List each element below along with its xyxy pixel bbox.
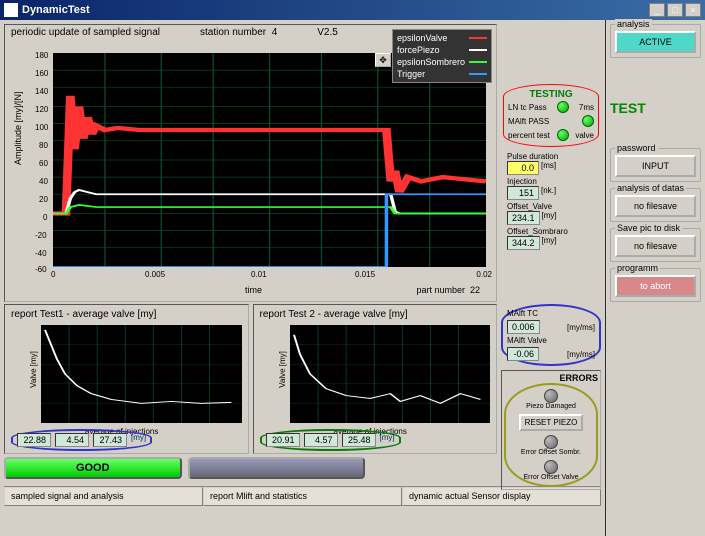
app-icon — [4, 3, 18, 17]
programm-label: programm — [615, 263, 660, 273]
minimize-button[interactable]: _ — [649, 3, 665, 17]
zoom-tool[interactable]: ✥ — [375, 53, 391, 67]
report2-title: report Test 2 - average valve [my] — [256, 307, 495, 322]
good-button[interactable]: GOOD — [4, 457, 182, 479]
report2-panel: report Test 2 - average valve [my] Valve… — [253, 304, 498, 454]
testing-title: TESTING — [506, 89, 596, 100]
led-indicator — [582, 115, 594, 127]
password-label: password — [615, 143, 658, 153]
neutral-button[interactable] — [188, 457, 366, 479]
close-button[interactable]: × — [685, 3, 701, 17]
datas-label: analysis of datas — [615, 183, 686, 193]
station-num: 4 — [272, 27, 278, 38]
reset-piezo-button[interactable]: RESET PIEZO — [519, 414, 584, 431]
legend-swatch — [469, 61, 487, 63]
main-chart-panel: periodic update of sampled signal statio… — [4, 24, 497, 302]
report2-plot[interactable] — [290, 325, 491, 423]
active-button[interactable]: ACTIVE — [615, 31, 696, 53]
test-label: TEST — [610, 100, 701, 116]
y-axis-label: Amplitude [my]/[N] — [13, 91, 23, 165]
error-led — [544, 435, 558, 449]
chart-legend: epsilonValve forcePiezo epsilonSombrero … — [392, 29, 492, 83]
version-label: V2.5 — [317, 27, 338, 38]
abort-button[interactable]: to abort — [615, 275, 696, 297]
main-plot[interactable] — [53, 53, 486, 267]
error-led — [544, 460, 558, 474]
report1-panel: report Test1 - average valve [my] Valve … — [4, 304, 249, 454]
periodic-label: periodic update of sampled signal — [11, 27, 160, 38]
legend-swatch — [469, 37, 487, 39]
nofilesave2-button[interactable]: no filesave — [615, 235, 696, 257]
led-indicator — [557, 129, 569, 141]
window-title: DynamicTest — [22, 4, 90, 16]
legend-swatch — [469, 73, 487, 75]
station-label: station number — [200, 27, 266, 38]
report1-title: report Test1 - average valve [my] — [7, 307, 246, 322]
x-axis-label: time — [245, 285, 262, 295]
tab-sampled[interactable]: sampled signal and analysis — [4, 487, 203, 506]
maximize-button[interactable]: □ — [667, 3, 683, 17]
error-led — [544, 389, 558, 403]
savepic-label: Save pic to disk — [615, 223, 682, 233]
analysis-label: analysis — [615, 19, 652, 29]
nofilesave-button[interactable]: no filesave — [615, 195, 696, 217]
report1-plot[interactable] — [41, 325, 242, 423]
errors-title: ERRORS — [504, 373, 598, 383]
title-bar: DynamicTest _ □ × — [0, 0, 705, 20]
legend-swatch — [469, 49, 487, 51]
led-indicator — [557, 101, 569, 113]
tab-report[interactable]: report Mlift and statistics — [203, 487, 402, 506]
testing-panel: TESTING LN tc Pass7ms MAlft PASS percent… — [501, 24, 601, 302]
input-button[interactable]: INPUT — [615, 155, 696, 177]
